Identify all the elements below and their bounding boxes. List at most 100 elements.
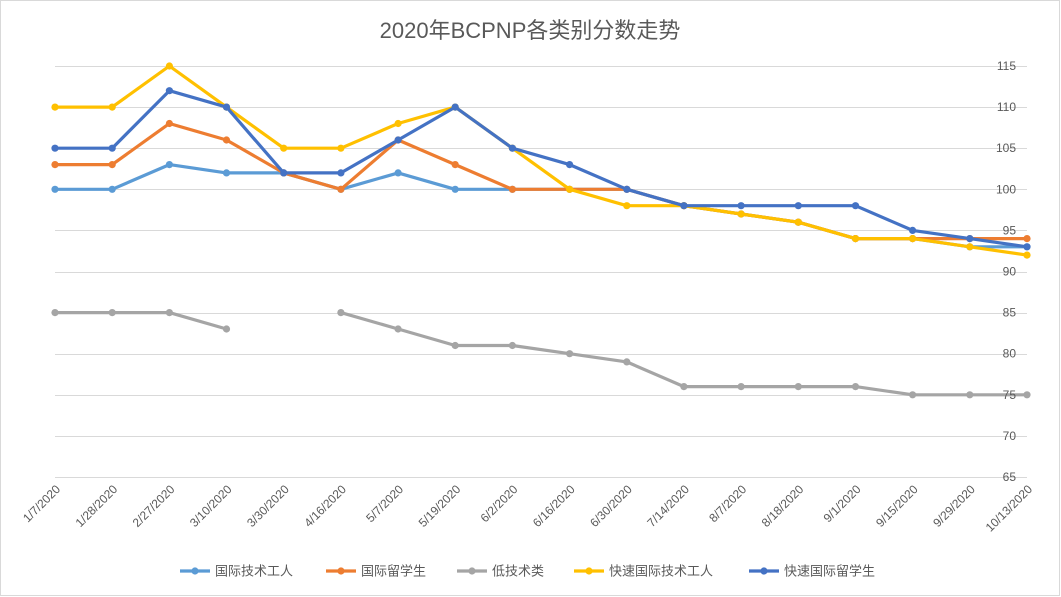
data-point xyxy=(451,341,459,350)
series-2 xyxy=(51,309,1031,399)
series-4 xyxy=(51,87,1031,251)
data-point xyxy=(108,161,116,169)
data-point xyxy=(1023,243,1031,251)
legend-item: 低技术类 xyxy=(457,564,544,579)
data-point xyxy=(51,103,59,111)
data-point xyxy=(737,210,745,218)
y-tick-label: 75 xyxy=(1003,388,1017,402)
legend-item: 快速国际技术工人 xyxy=(574,564,713,579)
data-point xyxy=(108,144,116,152)
y-tick-label: 85 xyxy=(1003,306,1017,320)
legend-swatch-marker xyxy=(191,567,199,575)
data-point xyxy=(566,350,574,358)
data-point xyxy=(51,144,59,152)
chart-title: 2020年BCPNP各类别分数走势 xyxy=(380,18,681,43)
data-point xyxy=(451,161,459,169)
data-point xyxy=(222,169,231,177)
plot-series xyxy=(51,62,1031,399)
data-point xyxy=(508,144,516,152)
gridlines xyxy=(55,66,1027,478)
data-point xyxy=(222,325,231,333)
data-point xyxy=(909,391,917,399)
y-tick-label: 105 xyxy=(996,141,1016,155)
y-tick-label: 100 xyxy=(996,182,1016,196)
data-point xyxy=(165,119,173,128)
data-point xyxy=(394,169,402,177)
data-point xyxy=(794,218,802,226)
data-point xyxy=(394,136,402,144)
y-axis: 65 70 75 80 85 90 95 100 105 110 115 xyxy=(996,59,1016,484)
data-point xyxy=(451,185,459,193)
data-point xyxy=(794,383,802,391)
data-point xyxy=(165,87,173,95)
data-point xyxy=(1023,251,1031,259)
data-point xyxy=(222,103,231,111)
legend-swatch-marker xyxy=(585,567,593,575)
y-tick-label: 95 xyxy=(1003,223,1017,237)
data-point xyxy=(680,383,688,391)
legend-item: 国际技术工人 xyxy=(180,564,293,579)
legend-label: 国际留学生 xyxy=(361,564,426,579)
data-point xyxy=(280,144,288,152)
data-point xyxy=(909,235,917,243)
y-tick-label: 90 xyxy=(1003,265,1017,279)
data-point xyxy=(737,383,745,391)
y-tick-label: 80 xyxy=(1003,347,1017,361)
data-point xyxy=(337,144,345,152)
data-point xyxy=(51,185,59,193)
legend-swatch-marker xyxy=(468,567,476,575)
data-point xyxy=(51,161,59,169)
data-point xyxy=(851,383,860,391)
data-point xyxy=(108,185,116,193)
data-point xyxy=(108,103,116,111)
data-point xyxy=(337,309,345,317)
legend-label: 快速国际留学生 xyxy=(784,564,875,579)
y-tick-label: 115 xyxy=(997,59,1016,73)
data-point xyxy=(337,185,345,193)
legend-swatch-marker xyxy=(760,567,768,575)
data-point xyxy=(623,358,631,366)
data-point xyxy=(966,243,974,251)
legend: 国际技术工人 国际留学生 低技术类 快速国际技术工人 快速国际留学生 xyxy=(180,564,875,579)
y-tick-label: 70 xyxy=(1003,429,1017,443)
data-point xyxy=(566,185,574,193)
data-point xyxy=(222,136,231,144)
legend-swatch-marker xyxy=(337,567,345,575)
data-point xyxy=(794,202,802,210)
data-point xyxy=(165,62,173,70)
data-point xyxy=(108,309,116,317)
data-point xyxy=(737,202,745,210)
data-point xyxy=(966,391,974,399)
data-point xyxy=(451,103,459,111)
data-point xyxy=(165,309,173,317)
data-point xyxy=(394,119,402,128)
data-point xyxy=(623,185,631,193)
data-point xyxy=(909,226,917,234)
data-point xyxy=(337,169,345,177)
data-point xyxy=(566,161,574,169)
data-point xyxy=(394,325,402,333)
y-tick-label: 65 xyxy=(1003,470,1017,484)
series-line xyxy=(53,89,1029,249)
data-point xyxy=(508,341,516,350)
data-point xyxy=(1023,391,1031,399)
data-point xyxy=(851,235,860,243)
legend-label: 低技术类 xyxy=(492,564,544,579)
series-line xyxy=(53,64,1029,257)
data-point xyxy=(280,169,288,177)
y-tick-label: 110 xyxy=(997,100,1016,114)
data-point xyxy=(51,309,59,317)
legend-label: 国际技术工人 xyxy=(215,564,293,579)
legend-item: 国际留学生 xyxy=(326,564,426,579)
data-point xyxy=(623,202,631,210)
data-point xyxy=(851,202,860,210)
legend-label: 快速国际技术工人 xyxy=(609,564,713,579)
data-point xyxy=(966,235,974,243)
legend-item: 快速国际留学生 xyxy=(749,564,875,579)
data-point xyxy=(680,202,688,210)
data-point xyxy=(165,161,173,169)
data-point xyxy=(1023,235,1031,243)
data-point xyxy=(508,185,516,193)
